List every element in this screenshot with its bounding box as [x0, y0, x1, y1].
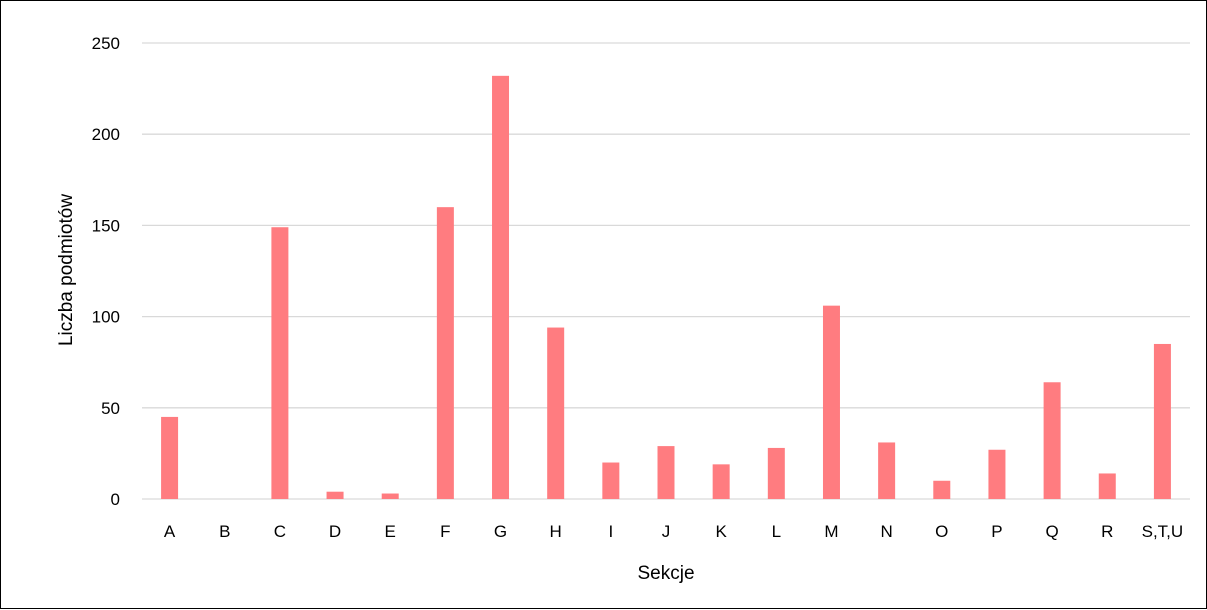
- y-tick-label: 0: [111, 490, 120, 509]
- x-tick-label: O: [935, 522, 948, 541]
- x-tick-label: M: [824, 522, 838, 541]
- x-axis-title: Sekcje: [637, 563, 694, 584]
- x-tick-label: F: [440, 522, 450, 541]
- x-tick-label: R: [1101, 522, 1113, 541]
- x-tick-label: S,T,U: [1142, 522, 1184, 541]
- bar-k: [712, 464, 730, 499]
- x-tick-label: E: [385, 522, 396, 541]
- bars: [161, 75, 1171, 499]
- bar-i: [602, 462, 620, 499]
- bar-r: [1098, 473, 1116, 499]
- x-tick-label: G: [494, 522, 507, 541]
- bar-f: [436, 207, 454, 499]
- x-tick-label: C: [274, 522, 286, 541]
- bar-c: [271, 227, 289, 499]
- x-tick-label: J: [662, 522, 671, 541]
- x-tick-label: I: [608, 522, 613, 541]
- bar-o: [933, 480, 951, 499]
- bar-n: [878, 442, 896, 499]
- x-tick-label: L: [772, 522, 781, 541]
- x-tick-labels: A B C D E F G H I J K L M N O P Q R S,T,U: [164, 522, 1183, 541]
- x-tick-label: B: [219, 522, 230, 541]
- x-tick-label: K: [715, 522, 727, 541]
- bar-p: [988, 449, 1006, 499]
- y-tick-label: 50: [101, 399, 120, 418]
- x-tick-label: N: [880, 522, 892, 541]
- y-tick-label: 200: [92, 125, 120, 144]
- x-tick-label: D: [329, 522, 341, 541]
- bar-q: [1043, 382, 1061, 499]
- bar-d: [326, 491, 344, 499]
- x-tick-label: P: [991, 522, 1002, 541]
- y-tick-labels: 0 50 100 150 200 250: [92, 34, 120, 509]
- bar-a: [161, 416, 179, 499]
- y-tick-label: 100: [92, 308, 120, 327]
- x-tick-label: H: [550, 522, 562, 541]
- bar-h: [547, 327, 565, 499]
- bar-m: [822, 305, 840, 499]
- bar-l: [767, 447, 785, 499]
- bar-j: [657, 446, 675, 499]
- x-tick-label: Q: [1045, 522, 1058, 541]
- bar-g: [492, 75, 510, 499]
- gridlines: [142, 42, 1190, 500]
- bar-e: [381, 493, 399, 499]
- x-tick-label: A: [164, 522, 176, 541]
- y-axis-title: Liczba podmiotów: [56, 194, 77, 346]
- y-tick-label: 250: [92, 34, 120, 53]
- bar-s-t-u: [1153, 343, 1171, 499]
- y-tick-label: 150: [92, 216, 120, 235]
